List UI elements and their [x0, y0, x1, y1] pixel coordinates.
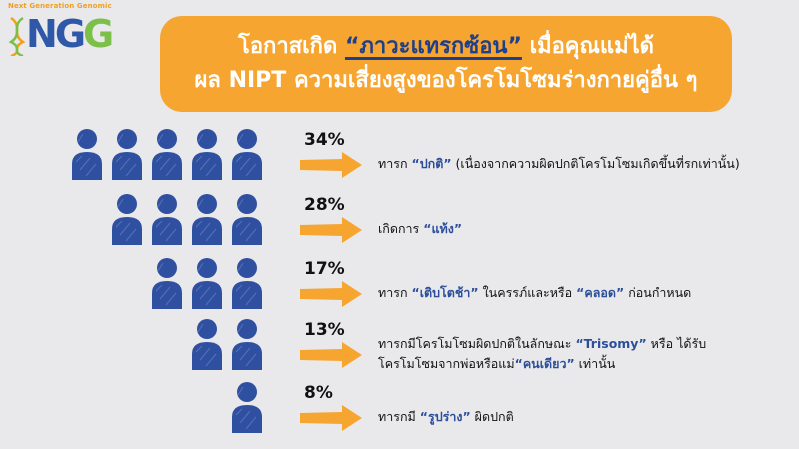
- highlight-term: “Trisomy”: [575, 336, 647, 351]
- arrow-right-icon: [300, 405, 362, 431]
- stat-row: 13% ทารกมีโครโมโซมผิดปกติในลักษณะ “Trisom…: [0, 318, 799, 378]
- logo-tagline: Next Generation Genomic: [8, 2, 112, 10]
- description-text: เกิดการ: [378, 221, 424, 236]
- person-icon: [150, 128, 184, 182]
- percent-label: 34%: [304, 130, 345, 150]
- person-icon: [230, 193, 264, 247]
- logo-letters: NGG: [26, 12, 114, 56]
- description-line: ทารกมี “รูปร่าง” ผิดปกติ: [378, 407, 514, 427]
- highlight-term: “คลอด”: [576, 285, 625, 300]
- description-text: ทารกมีโครโมโซมผิดปกติในลักษณะ: [378, 336, 576, 351]
- highlight-term: “เติบโตช้า”: [411, 285, 479, 300]
- person-icon: [110, 193, 144, 247]
- person-icon: [150, 257, 184, 311]
- person-icon: [230, 318, 264, 372]
- percent-label: 17%: [304, 259, 345, 279]
- logo-letter-g1: G: [54, 12, 86, 56]
- highlight-term: “รูปร่าง”: [419, 409, 471, 424]
- description: ทารก “ปกติ” (เนื่องจากความผิดปกติโครโมโซ…: [378, 154, 740, 174]
- highlight-term: “ปกติ”: [411, 156, 452, 171]
- description: เกิดการ “แท้ง”: [378, 219, 462, 239]
- person-icon: [70, 128, 104, 182]
- description: ทารกมีโครโมโซมผิดปกติในลักษณะ “Trisomy” …: [378, 334, 706, 374]
- arrow-right-icon: [300, 152, 362, 178]
- person-icon: [190, 128, 224, 182]
- person-icon: [190, 193, 224, 247]
- stat-row: 17% ทารก “เติบโตช้า” ในครรภ์และหรือ “คลอด…: [0, 257, 799, 317]
- person-icon: [190, 318, 224, 372]
- description-text: หรือ ได้รับ: [646, 336, 707, 351]
- description-line: ทารก “ปกติ” (เนื่องจากความผิดปกติโครโมโซ…: [378, 154, 740, 174]
- title-suffix: เมื่อคุณแม่ได้: [521, 34, 654, 59]
- person-icon: [230, 257, 264, 311]
- logo-letter-n: N: [26, 12, 58, 56]
- stat-row: 28% เกิดการ “แท้ง”: [0, 193, 799, 253]
- description-line: ทารกมีโครโมโซมผิดปกติในลักษณะ “Trisomy” …: [378, 334, 706, 354]
- title-line-1: โอกาสเกิด “ภาวะแทรกซ้อน” เมื่อคุณแม่ได้: [238, 30, 654, 64]
- logo-letter-g2: G: [83, 12, 114, 56]
- description-text: ก่อนกำหนด: [624, 285, 692, 300]
- highlight-term: “แท้ง”: [423, 221, 463, 236]
- description-text: ผิดปกติ: [470, 409, 514, 424]
- description: ทารกมี “รูปร่าง” ผิดปกติ: [378, 407, 514, 427]
- description-line: โครโมโซมจากพ่อหรือแม่“คนเดียว” เท่านั้น: [378, 354, 706, 374]
- logo: Next Generation Genomic NGG: [8, 2, 118, 64]
- stat-row: 34% ทารก “ปกติ” (เนื่องจากความผิดปกติโครโ…: [0, 128, 799, 188]
- description-text: ในครรภ์และหรือ: [478, 285, 577, 300]
- title-prefix: โอกาสเกิด: [238, 34, 345, 59]
- person-icon: [190, 257, 224, 311]
- title-line-2: ผล NIPT ความเสี่ยงสูงของโครโมโซมร่างกายค…: [194, 68, 698, 93]
- description-text: (เนื่องจากความผิดปกติโครโมโซมเกิดขึ้นที่…: [451, 156, 740, 171]
- description: ทารก “เติบโตช้า” ในครรภ์และหรือ “คลอด” ก…: [378, 283, 691, 303]
- percent-label: 28%: [304, 195, 345, 215]
- description-text: เท่านั้น: [574, 356, 616, 371]
- arrow-right-icon: [300, 281, 362, 307]
- dna-icon: [8, 16, 26, 56]
- percent-label: 13%: [304, 320, 345, 340]
- description-text: ทารก: [378, 156, 412, 171]
- description-line: เกิดการ “แท้ง”: [378, 219, 462, 239]
- person-icon: [230, 128, 264, 182]
- person-icon: [230, 381, 264, 435]
- stat-row: 8% ทารกมี “รูปร่าง” ผิดปกติ: [0, 381, 799, 441]
- title-highlight: “ภาวะแทรกซ้อน”: [344, 34, 522, 59]
- arrow-right-icon: [300, 217, 362, 243]
- percent-label: 8%: [304, 383, 333, 403]
- description-text: โครโมโซมจากพ่อหรือแม่: [378, 356, 515, 371]
- person-icon: [150, 193, 184, 247]
- highlight-term: “คนเดียว”: [514, 356, 575, 371]
- description-text: ทารก: [378, 285, 412, 300]
- person-icon: [110, 128, 144, 182]
- description-line: ทารก “เติบโตช้า” ในครรภ์และหรือ “คลอด” ก…: [378, 283, 691, 303]
- title-banner: โอกาสเกิด “ภาวะแทรกซ้อน” เมื่อคุณแม่ได้ …: [160, 16, 732, 112]
- description-text: ทารกมี: [378, 409, 420, 424]
- arrow-right-icon: [300, 342, 362, 368]
